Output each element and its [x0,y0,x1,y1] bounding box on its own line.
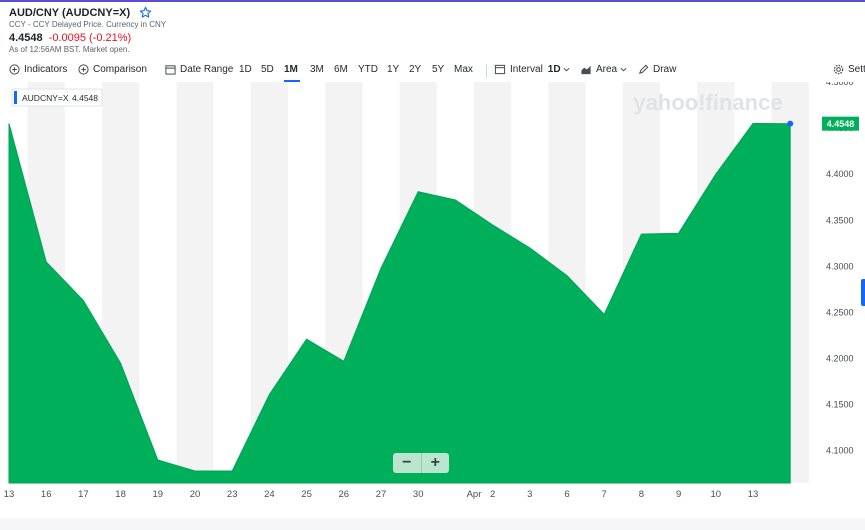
chart-type-label: Area [596,64,618,75]
last-value-label: 4.4548 [827,119,855,129]
tooltip-value: 4.4548 [72,93,98,103]
period-1m[interactable]: 1M [284,64,298,75]
y-tick-label: 4.5000 [826,82,854,87]
x-tick-label: 13 [4,489,15,500]
x-tick-label: 19 [153,489,164,500]
x-tick-label: 27 [376,489,387,500]
period-3m[interactable]: 3M [310,64,324,75]
area-chart-icon [581,65,591,75]
x-tick-label: 6 [564,489,569,500]
quote-header: AUD/CNY (AUDCNY=X) CCY - CCY Delayed Pri… [9,6,167,55]
period-5d[interactable]: 5D [261,64,274,75]
x-tick-label: 30 [413,489,424,500]
calendar-icon [165,65,176,75]
zoom-out-button[interactable]: − [402,454,412,471]
indicators-label: Indicators [24,64,68,75]
x-tick-label: 3 [527,489,532,500]
y-tick-label: 4.3500 [826,215,854,225]
price-change: -0.0095 (-0.21%) [48,32,132,44]
bottom-panel [0,518,865,530]
comparison-label: Comparison [93,64,147,75]
price-value: 4.4548 [9,32,43,44]
draw-button[interactable]: Draw [638,64,676,75]
y-tick-label: 4.3000 [826,261,854,271]
plus-circle-icon [9,64,20,75]
indicators-button[interactable]: Indicators [9,64,67,75]
x-tick-label: 18 [115,489,126,500]
x-tick-label: 23 [227,489,238,500]
period-ytd[interactable]: YTD [358,64,378,75]
chevron-down-icon [563,67,570,72]
y-tick-label: 4.4000 [826,169,854,179]
market-status: As of 12:56AM BST. Market open. [9,45,130,54]
comparison-button[interactable]: Comparison [78,64,147,75]
interval-label: Interval [510,64,543,75]
period-max[interactable]: Max [454,64,473,75]
x-tick-label: 2 [490,489,495,500]
page-title: AUD/CNY (AUDCNY=X) [9,6,131,19]
interval-button[interactable]: Interval 1D [494,64,570,75]
y-tick-label: 4.2500 [826,307,854,317]
period-1d[interactable]: 1D [239,64,252,75]
last-value-badge [822,116,859,131]
yahoo-finance-watermark: yahoo!finance [633,90,782,115]
interval-value: 1D [547,64,561,75]
x-tick-label: 8 [639,489,644,500]
x-tick-label: 10 [711,489,722,500]
y-tick-label: 4.2000 [826,354,854,364]
star-icon[interactable] [139,6,152,19]
x-tick-label: 24 [264,489,275,500]
tooltip-symbol: AUDCNY=X [22,93,69,103]
toolbar-divider [486,64,487,78]
plus-circle-icon [78,64,89,75]
date-range-label: Date Range [180,64,234,75]
settings-label: Sett [848,64,865,75]
x-tick-label: 16 [41,489,52,500]
scroll-handle[interactable] [861,279,865,306]
quote-subtitle: CCY - CCY Delayed Price. Currency in CNY [9,20,167,29]
active-period-underline [284,80,300,82]
period-2y[interactable]: 2Y [409,64,422,75]
x-tick-label: 13 [748,489,759,500]
period-6m[interactable]: 6M [334,64,348,75]
x-tick-label: 17 [78,489,89,500]
period-5y[interactable]: 5Y [432,64,445,75]
x-tick-label: 25 [301,489,312,500]
hover-tooltip: AUDCNY=X 4.4548 [11,88,103,107]
candle-icon [494,64,506,75]
draw-label: Draw [653,64,677,75]
chart-type-button[interactable]: Area [580,64,627,75]
x-tick-label: 20 [190,489,201,500]
zoom-in-button[interactable]: + [420,453,450,473]
chevron-down-icon [620,67,627,72]
chart-toolbar: Indicators Comparison Date Range 1D 5D 1… [0,58,865,82]
y-tick-label: 4.1500 [826,400,854,410]
gear-icon [833,64,844,75]
price-chart[interactable]: yahoo!finance 4.1000 4.1500 4.2000 4.2500 4.… [0,82,865,518]
x-tick-label: 7 [602,489,607,500]
zoom-controls: − + [393,453,449,473]
x-tick-label: Apr [467,489,482,500]
period-1y[interactable]: 1Y [387,64,400,75]
pencil-icon [639,64,649,74]
date-range-button[interactable]: Date Range [165,64,233,75]
settings-button[interactable]: Sett [833,64,865,75]
top-accent-line [0,0,865,2]
last-point-marker [787,120,794,127]
x-tick-label: 26 [339,489,350,500]
y-tick-label: 4.1000 [826,446,854,456]
x-tick-label: 9 [676,489,681,500]
grid-band [176,82,214,483]
area-series [8,122,791,484]
